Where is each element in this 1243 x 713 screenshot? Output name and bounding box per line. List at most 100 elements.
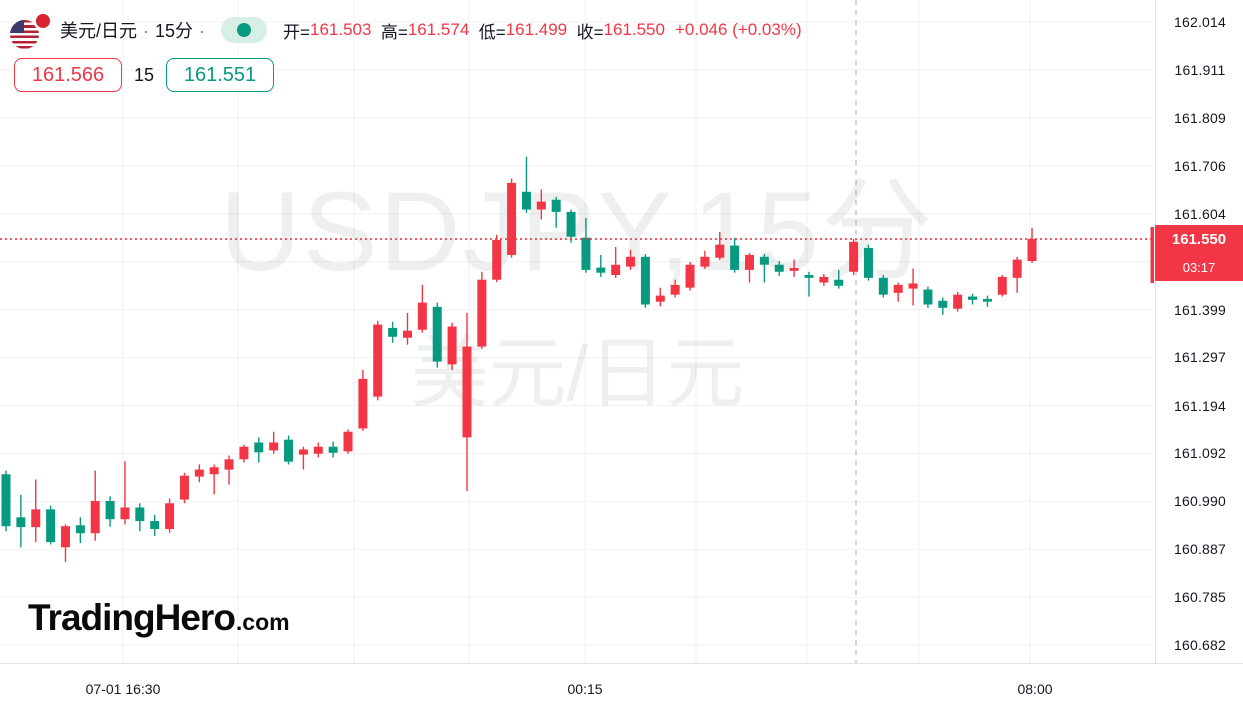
candle-53 [789,259,799,277]
candle-8 [120,461,130,525]
candle-45 [670,279,680,298]
spread-value: 15 [134,64,155,85]
price-axis-label: 162.014 [1173,14,1226,30]
separator-dot: · [199,21,206,41]
candle-21 [313,442,323,458]
candle-13 [194,464,204,483]
candle-11 [165,498,175,533]
candle-68 [1012,256,1022,293]
candle-12 [179,472,189,504]
candle-countdown: 03:17 [1182,259,1216,275]
candle-27 [402,312,412,345]
candle-29 [432,302,442,368]
time-axis-label: 08:00 [1017,681,1053,697]
interval-label[interactable]: 15分 [155,21,194,41]
candle-14 [209,464,219,495]
candle-52 [774,261,784,276]
candle-37 [551,196,561,228]
time-axis-label: 00:15 [567,681,603,697]
change-value: +0.046 (+0.03%) [674,20,802,39]
candle-33 [492,234,502,283]
separator-dot: · [143,21,150,41]
candle-35 [521,156,531,213]
candle-36 [536,189,546,220]
candle-16 [239,444,249,463]
brand-tld: .com [235,609,290,635]
candle-20 [298,446,308,470]
candle-67 [997,275,1007,297]
low-label: 低= [478,22,506,42]
candle-17 [254,437,264,463]
candle-3 [46,505,56,545]
candle-40 [596,254,606,277]
candle-66 [982,295,992,307]
candle-39 [581,217,591,273]
symbol-title[interactable]: 美元/日元 [60,21,138,41]
sell-price-button[interactable]: 161.566 [14,58,122,92]
candle-32 [477,271,487,349]
close-label: 收= [576,22,604,42]
candle-64 [953,291,963,312]
candle-4 [60,524,70,563]
candle-22 [328,441,338,458]
market-status-pill [221,17,268,43]
price-axis-label: 161.297 [1173,349,1226,366]
brand-logo: TradingHero .com [28,597,290,639]
candle-18 [269,431,279,454]
time-axis-label: 07-01 16:30 [85,681,161,697]
price-axis[interactable]: 162.014 161.911 161.809 161.706 161.604 161.3… [1155,0,1243,664]
candle-15 [224,455,234,485]
candle-7 [105,496,115,527]
candle-50 [745,253,754,283]
candle-26 [388,321,398,343]
candle-49 [730,237,740,273]
candle-42 [626,249,636,270]
close-value: 161.550 [603,20,665,39]
candle-63 [938,297,948,315]
candle-0 [1,470,11,532]
candle-30 [447,322,457,370]
candle-34 [507,178,517,258]
candle-19 [284,435,294,465]
candle-55 [819,274,829,286]
candle-58 [863,244,873,281]
candle-60 [893,282,903,302]
candle-56 [834,269,844,289]
price-axis-label: 161.092 [1173,445,1226,462]
price-axis-label: 161.604 [1173,205,1226,222]
candle-5 [75,517,85,544]
candle-6 [90,470,100,541]
open-label: 开= [283,22,310,42]
price-axis-label: 161.911 [1174,62,1226,79]
high-label: 高= [380,22,408,42]
candle-38 [566,209,576,243]
last-price-value: 161.550 [1171,230,1227,248]
candle-46 [685,261,695,291]
usdjpy-flag-icon [10,11,52,49]
time-axis[interactable]: 07-01 16:30 00:15 08:00 [0,663,1243,713]
price-axis-label: 160.682 [1173,637,1226,653]
buy-price-button[interactable]: 161.551 [166,58,275,92]
candle-23 [343,429,353,454]
price-axis-label: 160.990 [1173,492,1226,509]
candle-44 [655,287,665,307]
price-axis-label: 160.785 [1173,588,1226,605]
price-axis-label: 161.194 [1173,397,1226,414]
ohlc-readout: 开= 161.503 高= 161.574 低= 161.499 收= 161.550 … [283,18,802,43]
candle-47 [700,250,710,269]
chart-grid-layer [0,0,1155,663]
price-axis-label: 161.399 [1173,301,1226,318]
candle-51 [759,253,769,283]
candle-61 [908,268,918,306]
high-value: 161.574 [407,20,470,39]
chart-legend: 美元/日元 · 15分 · 开= 161.503 高= 161.574 低= 161.499… [10,11,802,92]
candle-65 [968,293,978,305]
price-axis-label: 161.706 [1173,158,1226,175]
candle-1 [16,494,26,548]
price-axis-label: 161.809 [1173,109,1226,126]
candle-24 [358,369,368,431]
candle-62 [923,286,933,308]
candle-54 [804,271,814,297]
chart-canvas[interactable] [0,0,1155,663]
